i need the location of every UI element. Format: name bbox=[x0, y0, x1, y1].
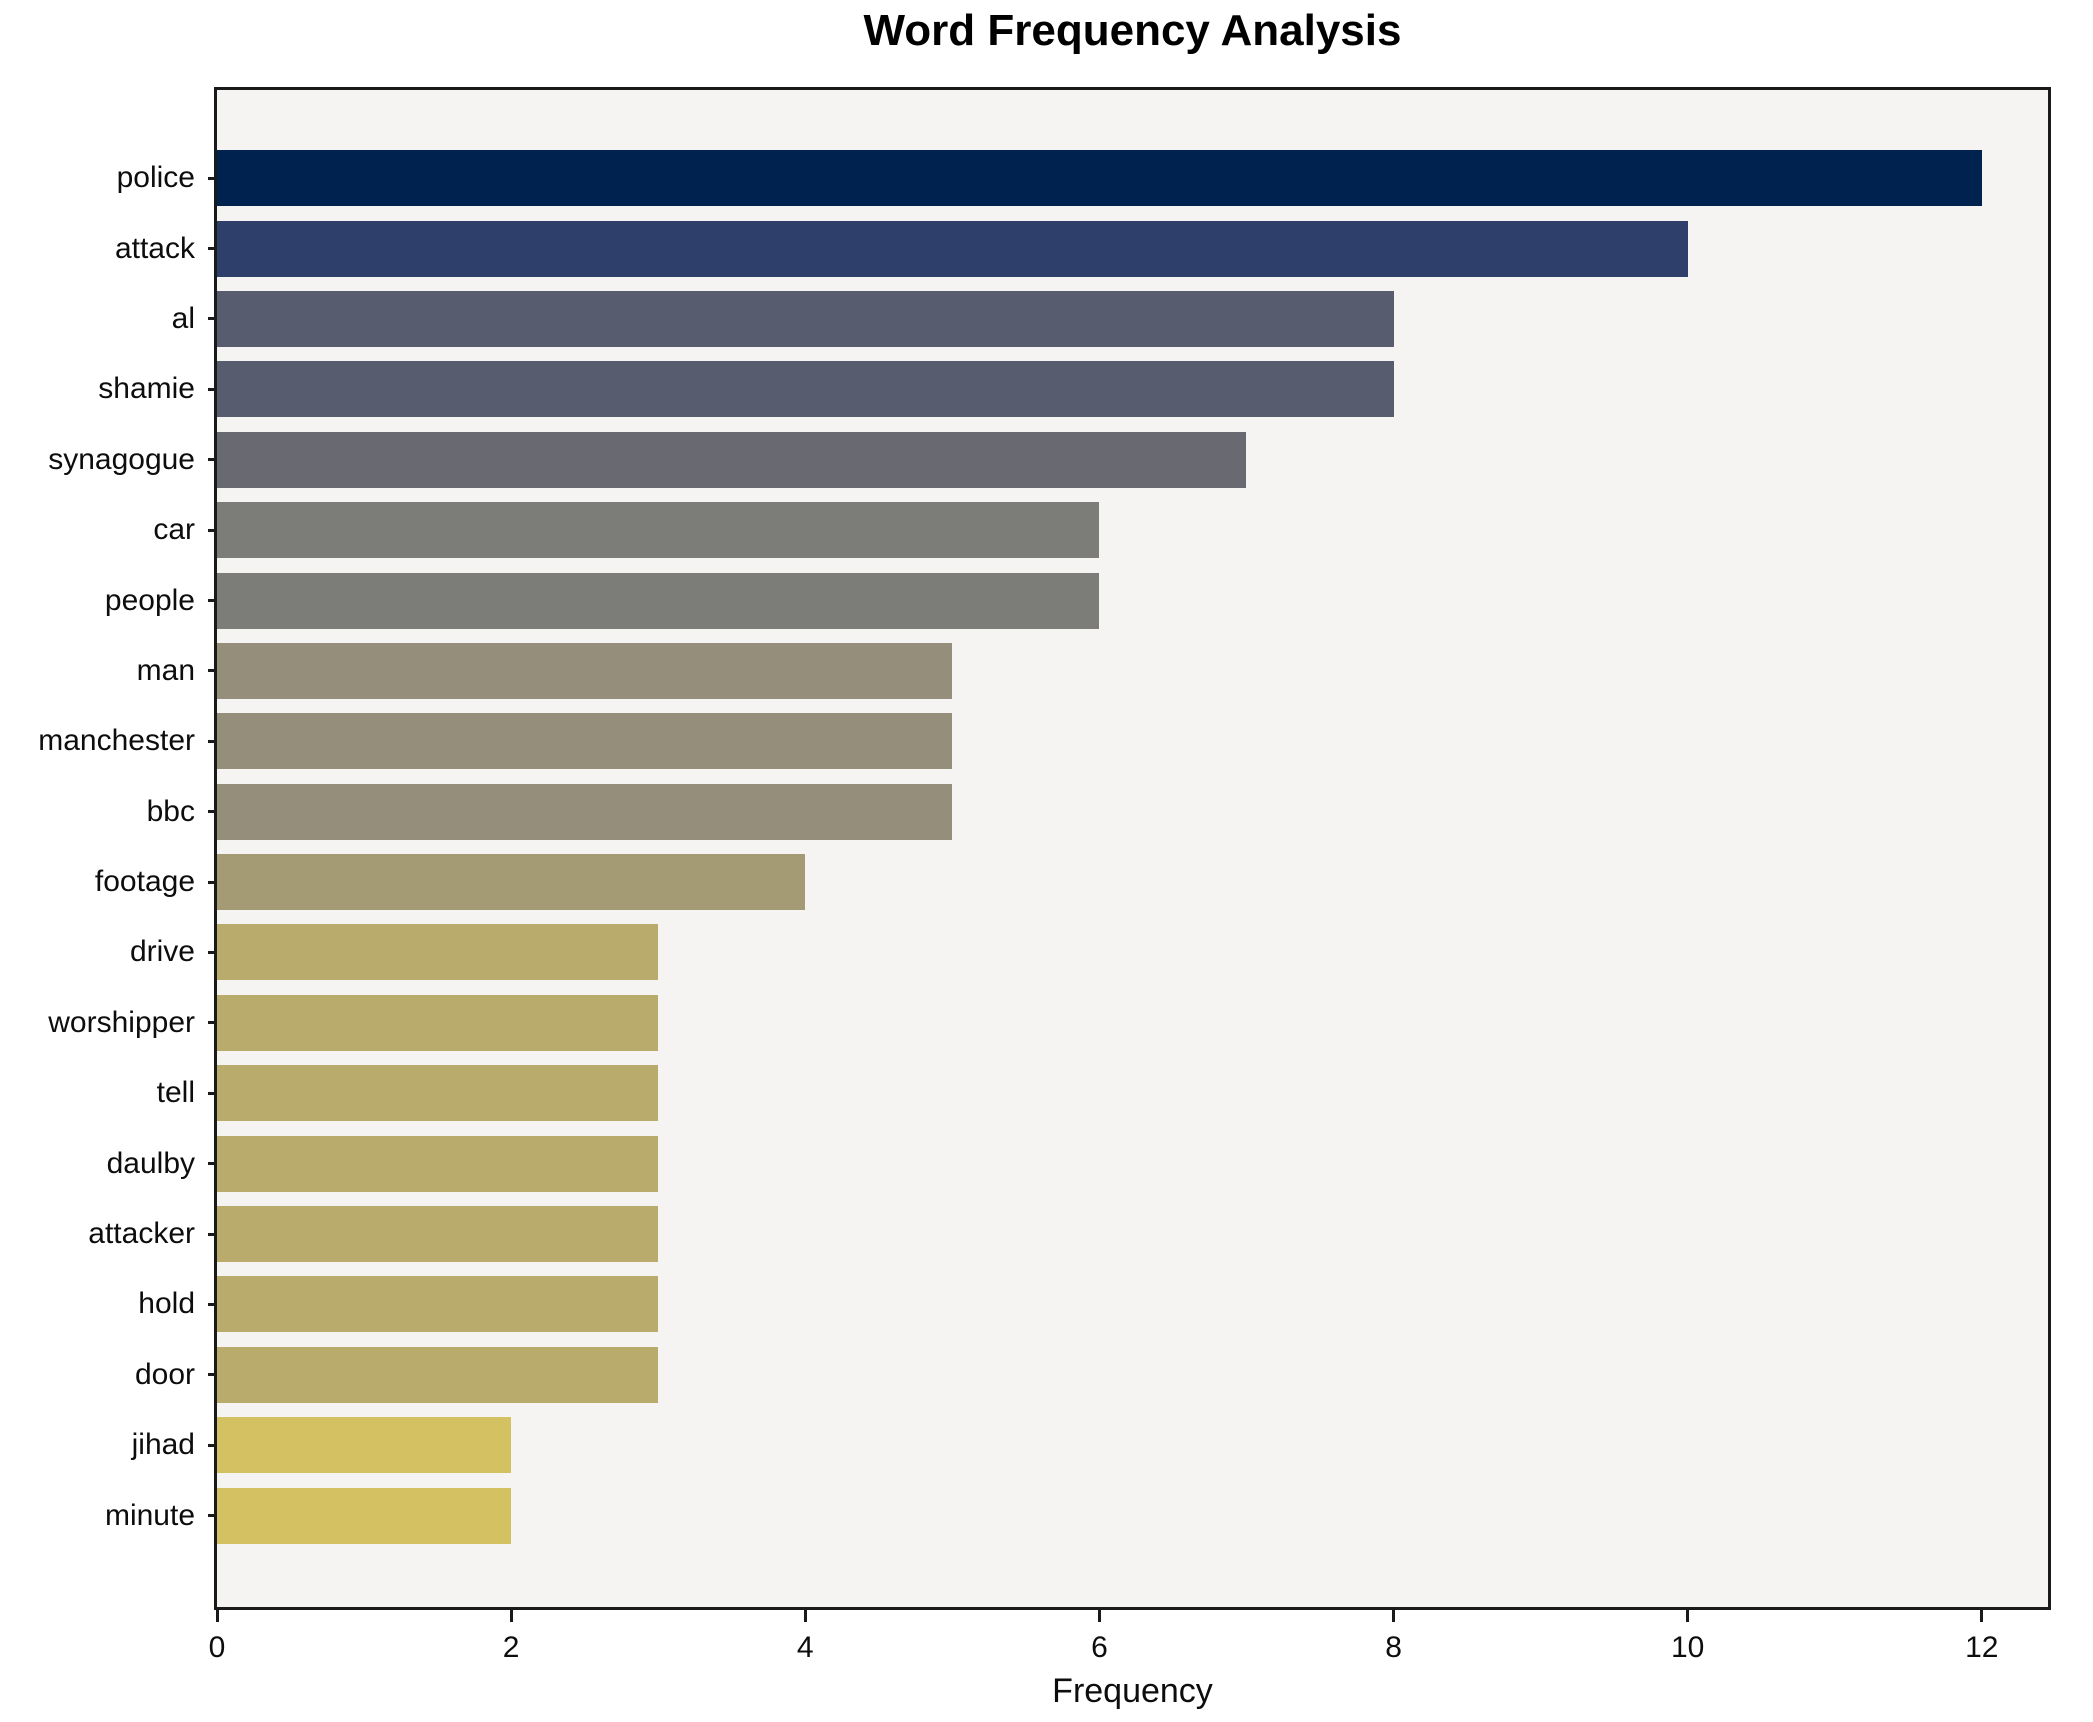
y-tick-mark bbox=[208, 1302, 217, 1306]
y-tick-mark bbox=[208, 1021, 217, 1025]
x-tick-mark bbox=[509, 1610, 513, 1622]
bar-manchester bbox=[217, 713, 953, 770]
y-tick-label: jihad bbox=[131, 1428, 195, 1462]
bar-footage bbox=[217, 854, 806, 911]
bar-row: synagogue bbox=[48, 425, 2048, 495]
bar-shamie bbox=[217, 361, 1394, 418]
y-tick-mark bbox=[208, 1091, 217, 1095]
y-tick-label: al bbox=[171, 301, 195, 335]
y-tick-mark bbox=[208, 1373, 217, 1377]
y-tick-label: people bbox=[104, 583, 195, 617]
bar-drive bbox=[217, 924, 659, 981]
y-tick-mark bbox=[208, 1443, 217, 1447]
bar-attack bbox=[217, 220, 1688, 277]
x-tick-label: 10 bbox=[1670, 1631, 1705, 1664]
y-tick-mark bbox=[208, 810, 217, 814]
bar-row: bbc bbox=[147, 777, 2048, 847]
y-tick-label: attack bbox=[114, 231, 195, 265]
bar-attacker bbox=[217, 1206, 659, 1263]
x-tick-mark bbox=[215, 1610, 219, 1622]
x-tick-mark bbox=[1686, 1610, 1690, 1622]
y-tick-label: drive bbox=[129, 935, 195, 969]
bar-minute bbox=[217, 1487, 512, 1544]
x-tick-mark bbox=[1097, 1610, 1101, 1622]
y-tick-label: worshipper bbox=[48, 1005, 195, 1039]
bar-row: attacker bbox=[88, 1199, 2048, 1269]
y-tick-mark bbox=[208, 528, 217, 532]
y-tick-label: car bbox=[153, 513, 195, 547]
bar-row: door bbox=[135, 1340, 2048, 1410]
bar-row: manchester bbox=[38, 706, 2048, 776]
bar-row: attack bbox=[115, 213, 2048, 283]
y-tick-label: door bbox=[134, 1357, 195, 1391]
y-tick-mark bbox=[208, 176, 217, 180]
bar-tell bbox=[217, 1065, 659, 1122]
bar-row: people bbox=[105, 565, 2048, 635]
bar-people bbox=[217, 572, 1100, 629]
x-tick-mark bbox=[803, 1610, 807, 1622]
x-tick-label: 12 bbox=[1965, 1631, 1999, 1664]
bar-row: car bbox=[153, 495, 2048, 565]
bar-jihad bbox=[217, 1417, 512, 1474]
y-tick-mark bbox=[208, 880, 217, 884]
bar-row: man bbox=[137, 636, 2048, 706]
y-tick-mark bbox=[208, 739, 217, 743]
bar-row: drive bbox=[130, 917, 2048, 987]
y-tick-mark bbox=[208, 950, 217, 954]
x-tick-label: 2 bbox=[502, 1631, 520, 1664]
y-tick-label: daulby bbox=[106, 1146, 195, 1180]
y-tick-label: shamie bbox=[98, 372, 195, 406]
bar-row: hold bbox=[138, 1269, 2048, 1339]
x-tick-mark bbox=[1980, 1610, 1984, 1622]
y-tick-label: footage bbox=[94, 865, 195, 899]
bar-row: jihad bbox=[132, 1410, 2048, 1480]
x-tick-label: 0 bbox=[208, 1631, 226, 1664]
y-tick-mark bbox=[208, 1514, 217, 1518]
bars-container: police attack al shamie synagogue car people ma… bbox=[38, 143, 2048, 1551]
y-tick-mark bbox=[208, 247, 217, 251]
bar-worshipper bbox=[217, 994, 659, 1051]
y-tick-label: police bbox=[116, 161, 195, 195]
y-tick-mark bbox=[208, 1162, 217, 1166]
y-tick-mark bbox=[208, 387, 217, 391]
x-tick-label: 4 bbox=[796, 1631, 814, 1664]
y-tick-label: manchester bbox=[38, 724, 195, 758]
bar-row: al bbox=[172, 284, 2048, 354]
bar-car bbox=[217, 502, 1100, 559]
y-tick-mark bbox=[208, 317, 217, 321]
y-tick-label: synagogue bbox=[48, 442, 195, 476]
bar-row: police bbox=[117, 143, 2048, 213]
y-tick-label: bbc bbox=[146, 794, 195, 828]
y-tick-mark bbox=[208, 599, 217, 603]
y-tick-mark bbox=[208, 458, 217, 462]
bar-al bbox=[217, 290, 1394, 347]
y-tick-mark bbox=[208, 1232, 217, 1236]
bar-row: worshipper bbox=[48, 988, 2048, 1058]
bar-row: tell bbox=[157, 1058, 2048, 1128]
bar-hold bbox=[217, 1276, 659, 1333]
y-tick-label: man bbox=[136, 653, 195, 687]
y-tick-label: tell bbox=[156, 1076, 195, 1110]
bar-bbc bbox=[217, 783, 953, 840]
bar-daulby bbox=[217, 1135, 659, 1192]
bar-police bbox=[217, 150, 1982, 207]
plot-area: police attack al shamie synagogue car people ma… bbox=[38, 87, 2051, 1664]
x-axis-title: Frequency bbox=[1052, 1672, 1213, 1710]
bar-door bbox=[217, 1346, 659, 1403]
y-tick-label: attacker bbox=[88, 1217, 195, 1251]
bar-synagogue bbox=[217, 431, 1247, 488]
x-tick-mark bbox=[1392, 1610, 1396, 1622]
bar-row: shamie bbox=[98, 354, 2048, 424]
x-tick-label: 8 bbox=[1385, 1631, 1402, 1664]
bar-row: minute bbox=[105, 1480, 2048, 1550]
x-tick-label: 6 bbox=[1091, 1631, 1108, 1664]
bar-man bbox=[217, 642, 953, 699]
bar-row: footage bbox=[95, 847, 2048, 917]
bar-row: daulby bbox=[107, 1128, 2048, 1198]
y-tick-mark bbox=[208, 669, 217, 673]
y-tick-label: hold bbox=[138, 1287, 195, 1321]
y-tick-label: minute bbox=[104, 1498, 195, 1532]
chart-title: Word Frequency Analysis bbox=[863, 6, 1402, 55]
